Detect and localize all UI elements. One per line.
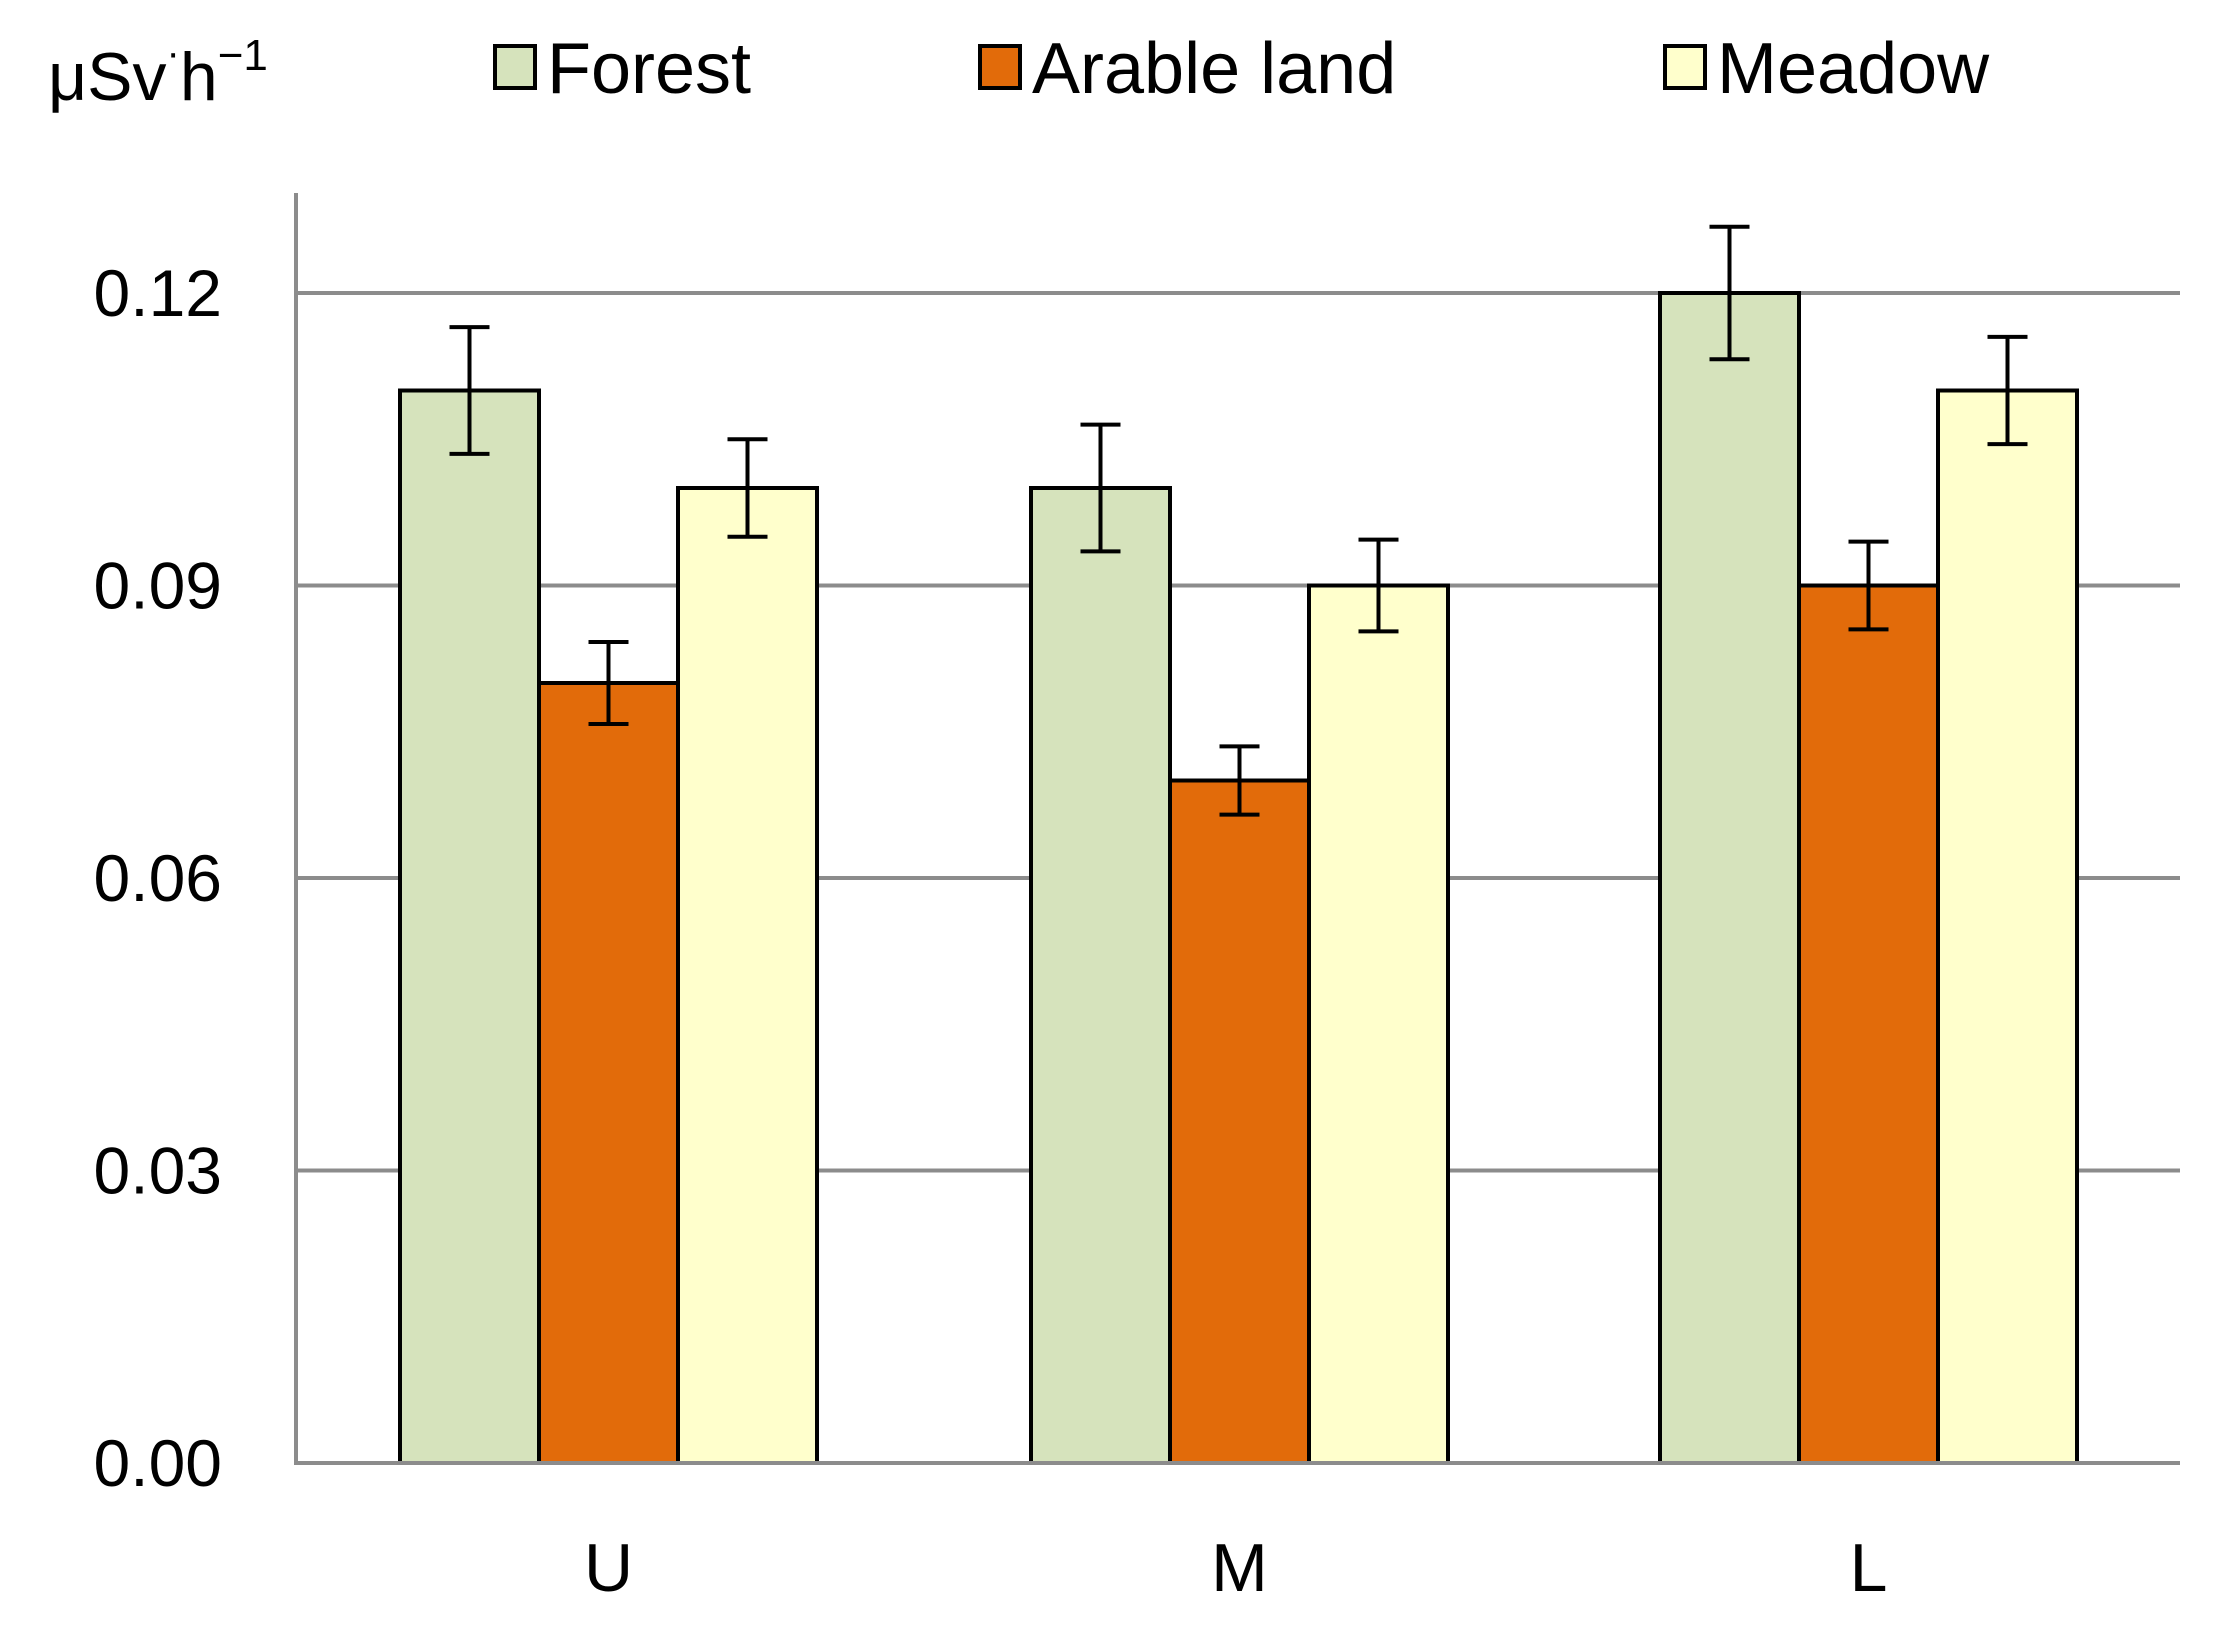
y-tick-label: 0.06 — [94, 841, 222, 915]
error-bar — [1358, 537, 1399, 634]
error-bar — [1709, 224, 1750, 362]
bar-meadow-l — [1936, 388, 2079, 1465]
error-bar — [1848, 539, 1889, 632]
bar-forest-u — [398, 388, 541, 1465]
bars — [398, 224, 2079, 1465]
x-tick-label: L — [1850, 1530, 1888, 1606]
y-tick-label: 0.09 — [94, 549, 222, 623]
bar-forest-l — [1658, 291, 1801, 1465]
error-bar — [588, 640, 629, 726]
legend-swatch — [1663, 44, 1707, 90]
legend-item-meadow: Meadow — [1663, 29, 1990, 109]
y-tick-label: 0.03 — [94, 1134, 222, 1208]
bar-forest-m — [1029, 486, 1172, 1465]
x-tick-label: M — [1211, 1530, 1268, 1606]
legend-item-forest: Forest — [493, 29, 751, 109]
error-bar — [1987, 334, 2028, 447]
error-bar — [1219, 744, 1260, 817]
legend-item-arable-land: Arable land — [978, 29, 1396, 109]
legend-label: Arable land — [1032, 29, 1396, 109]
legend-swatch — [493, 44, 537, 90]
legend-label: Meadow — [1717, 29, 1990, 109]
error-bar — [727, 437, 768, 539]
error-bar — [449, 325, 490, 456]
bar-meadow-m — [1307, 583, 1450, 1465]
legend: Forest Arable land Meadow — [493, 29, 1990, 109]
bar-arable-land-l — [1797, 583, 1940, 1465]
bar-meadow-u — [676, 486, 819, 1465]
error-bar — [1080, 422, 1121, 554]
y-axis-label: μSv·h−1 — [48, 31, 268, 115]
y-tick-label: 0.00 — [94, 1426, 222, 1500]
legend-swatch — [978, 44, 1022, 90]
y-tick-label: 0.12 — [94, 256, 222, 330]
bar-arable-land-u — [537, 681, 680, 1465]
bar-arable-land-m — [1168, 778, 1311, 1465]
legend-label: Forest — [547, 29, 751, 109]
x-tick-label: U — [584, 1530, 633, 1606]
